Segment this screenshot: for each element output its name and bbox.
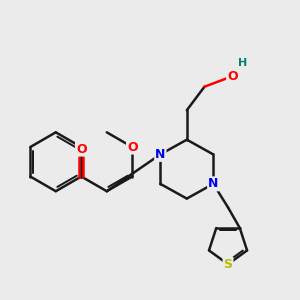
Text: O: O — [227, 70, 238, 83]
Text: H: H — [238, 58, 248, 68]
Text: O: O — [76, 142, 87, 156]
Text: N: N — [155, 148, 166, 161]
Text: N: N — [208, 177, 218, 190]
Text: S: S — [224, 258, 232, 271]
Text: O: O — [127, 141, 138, 154]
